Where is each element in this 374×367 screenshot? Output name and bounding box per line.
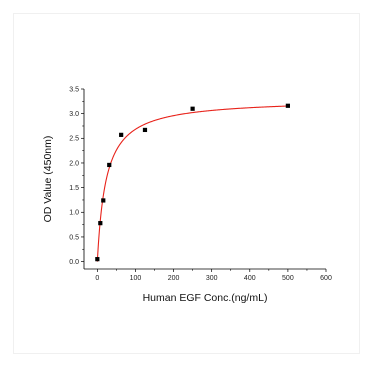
data-point-2 xyxy=(101,198,106,203)
y-tick-label-2: 1.0 xyxy=(69,210,79,217)
axes: 0 100 200 300 400 500 600 0.0 0.5 1.0 1.5 2.0 2.5 3.0… xyxy=(69,86,332,282)
x-tick-label-600: 600 xyxy=(320,275,332,282)
fit-curve xyxy=(96,105,288,262)
x-tick-label-200: 200 xyxy=(168,275,180,282)
chart-frame xyxy=(13,13,360,354)
y-tick-label-6: 3.0 xyxy=(69,111,79,118)
data-point-0 xyxy=(95,257,100,262)
data-point-4 xyxy=(119,132,124,137)
y-tick-label-5: 2.5 xyxy=(69,136,79,143)
y-tick-label-3: 1.5 xyxy=(69,185,79,192)
data-point-3 xyxy=(107,162,112,168)
data-point-6 xyxy=(190,106,195,111)
data-points xyxy=(95,103,290,262)
y-tick-label-0: 0.0 xyxy=(69,259,79,266)
x-tick-label-300: 300 xyxy=(206,275,218,282)
y-tick-label-7: 3.5 xyxy=(69,86,79,93)
x-tick-label-500: 500 xyxy=(282,275,294,282)
axis-labels: Human EGF Conc.(ng/mL) OD Value (450nm) xyxy=(42,136,267,304)
x-tick-label-100: 100 xyxy=(130,275,142,282)
y-tick-label-1: 0.5 xyxy=(69,234,79,241)
data-point-7 xyxy=(285,103,290,108)
y-axis-title: OD Value (450nm) xyxy=(42,136,54,223)
data-point-5 xyxy=(142,127,148,133)
data-point-1 xyxy=(98,221,103,226)
x-axis-title: Human EGF Conc.(ng/mL) xyxy=(143,292,268,304)
y-tick-label-4: 2.0 xyxy=(69,160,79,167)
x-tick-label-0: 0 xyxy=(95,275,99,282)
x-tick-label-400: 400 xyxy=(244,275,256,282)
fit-curve-group xyxy=(96,105,288,262)
